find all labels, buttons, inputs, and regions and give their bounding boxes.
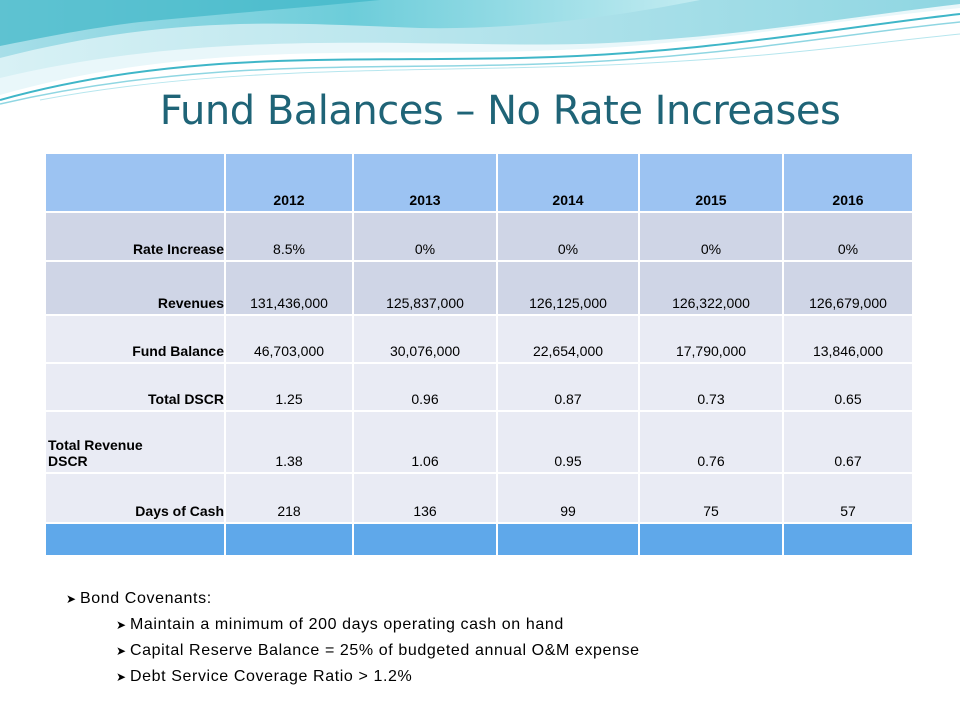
year-header: 2014 (496, 152, 640, 213)
table-cell: 131,436,000 (224, 260, 354, 316)
year-header: 2013 (352, 152, 498, 213)
table-cell: 0% (352, 211, 498, 262)
table-cell: 125,837,000 (352, 260, 498, 316)
arrow-bullet-icon: ➤ (66, 592, 77, 606)
table-cell: 0.87 (496, 362, 640, 412)
row-label: Total Revenue DSCR (44, 410, 226, 474)
bullet-text: Maintain a minimum of 200 days operating… (130, 616, 564, 633)
bond-covenants-list: ➤ Bond Covenants: ➤ Maintain a minimum of … (66, 586, 640, 690)
row-label-line: DSCR (48, 453, 88, 469)
year-header: 2016 (782, 152, 914, 213)
table-cell: 0% (638, 211, 784, 262)
bullet-text: Capital Reserve Balance = 25% of budgete… (130, 642, 640, 659)
table-cell: 30,076,000 (352, 314, 498, 364)
arrow-bullet-icon: ➤ (116, 670, 127, 684)
list-item: ➤ Capital Reserve Balance = 25% of budget… (116, 638, 640, 664)
footer-cell (496, 522, 640, 557)
bullet-text: Debt Service Coverage Ratio > 1.2% (130, 668, 413, 685)
row-label-line: Total Revenue (48, 437, 143, 453)
table-cell: 22,654,000 (496, 314, 640, 364)
header-corner-cell (44, 152, 226, 213)
list-item: ➤ Debt Service Coverage Ratio > 1.2% (116, 664, 640, 690)
table-row: Revenues 131,436,000 125,837,000 126,125… (44, 260, 914, 316)
row-label: Revenues (44, 260, 226, 316)
table-header-row: 2012 2013 2014 2015 2016 (44, 152, 914, 213)
table-cell: 75 (638, 472, 784, 524)
table-cell: 0.73 (638, 362, 784, 412)
table-cell: 17,790,000 (638, 314, 784, 364)
arrow-bullet-icon: ➤ (116, 644, 127, 658)
table-cell: 1.38 (224, 410, 354, 474)
table-cell: 126,125,000 (496, 260, 640, 316)
table-cell: 218 (224, 472, 354, 524)
table-row: Fund Balance 46,703,000 30,076,000 22,65… (44, 314, 914, 364)
table-footer-row (44, 522, 914, 557)
table-cell: 0.67 (782, 410, 914, 474)
table-cell: 0.96 (352, 362, 498, 412)
footer-cell (44, 522, 226, 557)
footer-cell (224, 522, 354, 557)
table-cell: 0.95 (496, 410, 640, 474)
fund-balances-table: 2012 2013 2014 2015 2016 Rate Increase 8… (44, 152, 914, 557)
table-cell: 0% (782, 211, 914, 262)
table-cell: 126,679,000 (782, 260, 914, 316)
table-cell: 1.25 (224, 362, 354, 412)
row-label: Rate Increase (44, 211, 226, 262)
list-item: ➤ Maintain a minimum of 200 days operatin… (116, 612, 640, 638)
table-cell: 99 (496, 472, 640, 524)
slide-title: Fund Balances – No Rate Increases (159, 88, 841, 134)
table-cell: 57 (782, 472, 914, 524)
table-cell: 1.06 (352, 410, 498, 474)
row-label: Days of Cash (44, 472, 226, 524)
table-cell: 0.65 (782, 362, 914, 412)
row-label: Fund Balance (44, 314, 226, 364)
arrow-bullet-icon: ➤ (116, 618, 127, 632)
footer-cell (782, 522, 914, 557)
table-cell: 8.5% (224, 211, 354, 262)
table-cell: 46,703,000 (224, 314, 354, 364)
wave-decoration (0, 0, 960, 105)
table-row: Rate Increase 8.5% 0% 0% 0% 0% (44, 211, 914, 262)
year-header: 2012 (224, 152, 354, 213)
table-cell: 0.76 (638, 410, 784, 474)
table-row: Days of Cash 218 136 99 75 57 (44, 472, 914, 524)
bullet-text: Bond Covenants: (80, 590, 212, 607)
row-label: Total DSCR (44, 362, 226, 412)
table-cell: 13,846,000 (782, 314, 914, 364)
table-cell: 136 (352, 472, 498, 524)
year-header: 2015 (638, 152, 784, 213)
table-cell: 126,322,000 (638, 260, 784, 316)
table-row: Total DSCR 1.25 0.96 0.87 0.73 0.65 (44, 362, 914, 412)
footer-cell (638, 522, 784, 557)
table-cell: 0% (496, 211, 640, 262)
list-item: ➤ Bond Covenants: (66, 586, 640, 612)
table-row: Total Revenue DSCR 1.38 1.06 0.95 0.76 0.… (44, 410, 914, 474)
footer-cell (352, 522, 498, 557)
